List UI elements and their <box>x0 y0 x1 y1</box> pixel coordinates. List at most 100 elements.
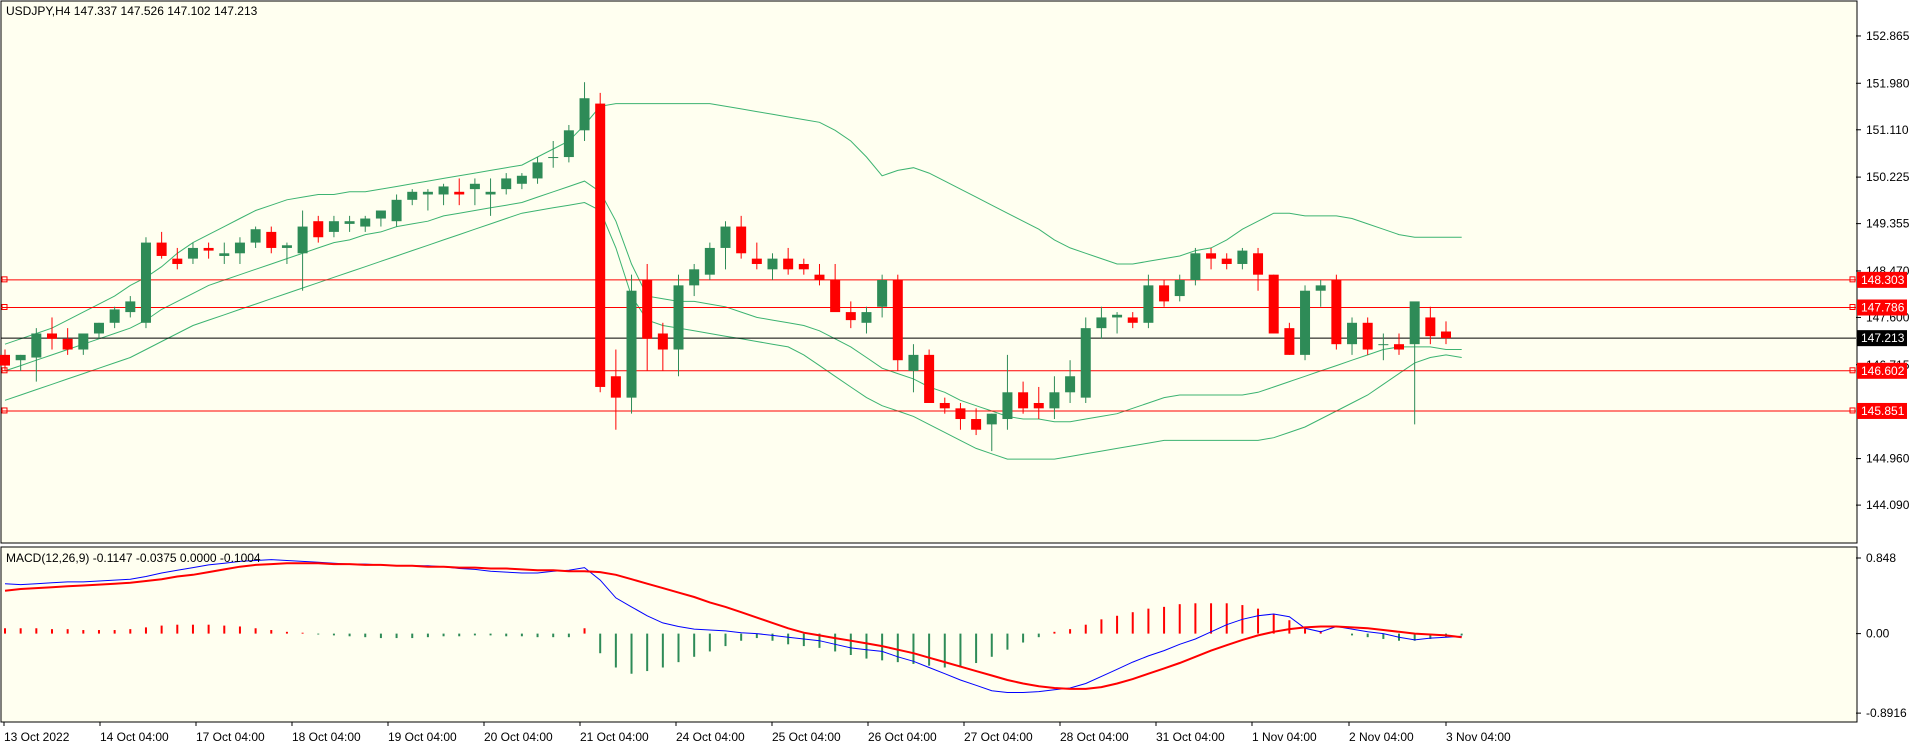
candle-body <box>704 247 715 275</box>
time-tick-label: 14 Oct 04:00 <box>100 730 169 744</box>
candle-body <box>798 263 809 270</box>
time-tick-label: 18 Oct 04:00 <box>292 730 361 744</box>
candle-body <box>250 229 261 243</box>
candle-body <box>673 285 684 350</box>
candle-body <box>971 419 982 430</box>
macd-signal-line <box>4 562 1462 690</box>
candle-body <box>140 242 151 323</box>
candle-body <box>62 338 73 350</box>
time-tick-label: 28 Oct 04:00 <box>1060 730 1129 744</box>
candle-body <box>642 280 653 339</box>
candle-body <box>830 280 841 313</box>
candle-body <box>1300 290 1311 355</box>
price-pane[interactable] <box>0 0 1858 544</box>
candle-body <box>783 258 794 270</box>
candle-body <box>610 376 621 398</box>
candle-body <box>93 322 104 334</box>
candle-body <box>1441 331 1451 339</box>
current-price-label: 147.213 <box>1861 331 1905 345</box>
candlestick-series <box>0 82 1451 452</box>
level-anchor-left <box>1 304 8 311</box>
candle-body <box>1221 258 1232 264</box>
time-axis: 13 Oct 2022 14 Oct 04:00 17 Oct 04:00 18 Oc… <box>3 722 1511 744</box>
candle-body <box>485 191 496 195</box>
level-anchor-left <box>1 407 8 414</box>
candle-body <box>1096 317 1107 329</box>
candle-body <box>391 199 402 222</box>
candle-body <box>720 226 731 248</box>
macd-indicator: 0.848 0.00 -0.8916 <box>4 551 1907 720</box>
candle-body <box>548 157 559 159</box>
candle-body <box>1253 253 1264 275</box>
candle-body <box>313 221 324 238</box>
time-tick-label: 27 Oct 04:00 <box>964 730 1033 744</box>
time-tick-label: 2 Nov 04:00 <box>1349 730 1414 744</box>
level-labels: 148.303 147.786 146.602 145.851 147.213 <box>1857 271 1907 419</box>
level-price-tag <box>1857 271 1907 288</box>
candle-body <box>1237 250 1248 264</box>
time-tick-label: 19 Oct 04:00 <box>388 730 457 744</box>
candle-body <box>955 408 966 420</box>
candle-body <box>454 191 465 195</box>
candle-body <box>563 130 574 158</box>
macd-line <box>4 559 1462 693</box>
time-tick-label: 13 Oct 2022 <box>4 730 70 744</box>
macd-tick-label: 0.00 <box>1866 627 1890 641</box>
candle-body <box>1174 280 1185 297</box>
candle-body <box>1394 344 1405 350</box>
candle-body <box>736 226 747 254</box>
level-anchor-left <box>1 276 8 283</box>
level-price-label: 145.851 <box>1861 404 1905 418</box>
candle-body <box>0 354 10 366</box>
candle-body <box>1331 280 1342 345</box>
candle-body <box>328 221 339 232</box>
candle-body <box>375 210 386 219</box>
current-price-tag <box>1857 330 1907 347</box>
candle-body <box>1002 392 1013 420</box>
level-anchor-right <box>1849 304 1856 311</box>
level-price-label: 148.303 <box>1861 273 1905 287</box>
time-tick-label: 21 Oct 04:00 <box>580 730 649 744</box>
candle-body <box>187 247 198 259</box>
candle-body <box>203 247 214 251</box>
bollinger-bands <box>4 103 1462 460</box>
price-tick-label: 151.110 <box>1866 123 1909 137</box>
time-tick-label: 17 Oct 04:00 <box>196 730 265 744</box>
candle-body <box>219 253 230 256</box>
bollinger-middle-line <box>4 180 1462 423</box>
macd-info: MACD(12,26,9) -0.1147 -0.0375 0.0000 -0.… <box>6 551 261 565</box>
candle-body <box>845 312 856 321</box>
candle-body <box>892 280 903 361</box>
candle-body <box>78 333 89 350</box>
time-tick-label: 25 Oct 04:00 <box>772 730 841 744</box>
price-tick-label: 151.980 <box>1866 76 1910 90</box>
price-tick-label: 152.865 <box>1866 29 1910 43</box>
time-tick-label: 3 Nov 04:00 <box>1446 730 1511 744</box>
candle-body <box>1112 314 1123 318</box>
candle-body <box>1065 376 1076 393</box>
candle-body <box>1315 285 1326 291</box>
candle-body <box>125 301 136 313</box>
candle-body <box>1049 392 1060 409</box>
candle-body <box>438 186 449 195</box>
candle-body <box>814 274 825 281</box>
candle-body <box>1409 301 1420 345</box>
bollinger-upper-line <box>4 103 1462 345</box>
candle-body <box>31 333 42 358</box>
candle-body <box>516 175 527 184</box>
macd-tick-label: 0.848 <box>1866 551 1896 565</box>
candle-body <box>1206 253 1217 259</box>
candle-body <box>1378 344 1389 346</box>
candle-body <box>15 354 26 361</box>
candle-body <box>109 309 120 323</box>
level-price-tag <box>1857 362 1907 379</box>
time-tick-label: 24 Oct 04:00 <box>676 730 745 744</box>
candle-body <box>46 333 57 339</box>
macd-tick-label: -0.8916 <box>1866 706 1907 720</box>
time-tick-label: 20 Oct 04:00 <box>484 730 553 744</box>
candle-body <box>1127 317 1138 323</box>
candle-body <box>407 191 418 200</box>
candle-body <box>908 354 919 371</box>
